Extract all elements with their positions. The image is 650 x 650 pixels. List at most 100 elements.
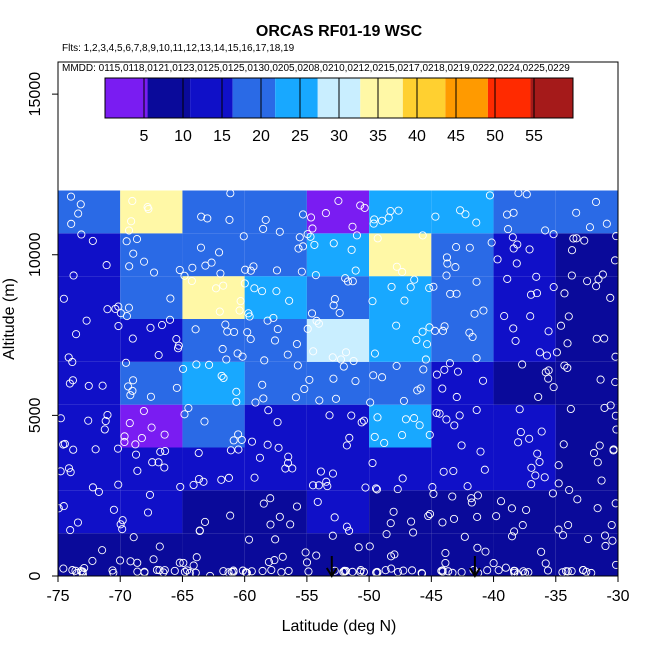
observation-point xyxy=(246,0,255,5)
observation-point xyxy=(349,356,358,366)
colorbar-tick-label: 50 xyxy=(486,128,504,145)
observation-point xyxy=(272,266,282,275)
observation-point xyxy=(560,361,569,370)
observation-point xyxy=(451,263,460,272)
observation-point xyxy=(494,566,503,575)
observation-point xyxy=(580,236,589,245)
observation-point xyxy=(297,0,306,5)
observation-point xyxy=(368,458,377,468)
observation-point xyxy=(73,518,82,527)
observation-point xyxy=(518,521,527,530)
heatmap-cell xyxy=(58,490,121,534)
observation-point xyxy=(465,243,474,252)
observation-point xyxy=(301,0,310,5)
observation-point xyxy=(226,511,235,520)
observation-point xyxy=(390,550,399,559)
observation-point xyxy=(425,284,434,293)
observation-point xyxy=(66,192,76,201)
y-tick-label: 0 xyxy=(27,571,44,580)
observation-point xyxy=(567,271,576,280)
observation-point xyxy=(76,200,85,209)
observation-point xyxy=(381,0,391,5)
observation-point xyxy=(195,526,204,536)
observation-point xyxy=(294,244,303,253)
heatmap-cell xyxy=(120,447,183,491)
observation-point xyxy=(611,499,620,508)
observation-point xyxy=(196,243,206,252)
observation-point xyxy=(525,434,534,443)
observation-point xyxy=(565,485,574,495)
observation-point xyxy=(591,0,600,5)
observation-point xyxy=(606,0,615,5)
heatmap-cell xyxy=(369,361,432,405)
colorbar-tick-label: 20 xyxy=(252,128,270,145)
observation-point xyxy=(387,564,396,573)
colorbar-segment xyxy=(487,78,531,118)
colorbar-segment xyxy=(445,78,488,118)
observation-point xyxy=(513,570,522,579)
y-axis: 0 5000 10000 15000 xyxy=(27,72,58,580)
heatmap-cell xyxy=(244,190,307,234)
observation-point xyxy=(153,0,162,5)
observation-point xyxy=(459,0,469,5)
observation-point xyxy=(179,364,188,373)
observation-point xyxy=(272,287,281,296)
observation-point xyxy=(232,387,241,396)
observation-point xyxy=(183,566,192,575)
observation-point xyxy=(278,552,287,561)
observation-point xyxy=(155,542,164,551)
observation-point xyxy=(544,374,553,383)
heatmap-cell xyxy=(306,447,370,491)
observation-point xyxy=(365,542,374,551)
observation-point xyxy=(456,206,465,215)
observation-point xyxy=(508,233,517,242)
observation-point xyxy=(554,461,563,470)
observation-point xyxy=(295,233,304,242)
observation-point xyxy=(241,265,250,274)
observation-point xyxy=(194,448,203,458)
observation-point xyxy=(156,447,165,456)
observation-point xyxy=(347,245,356,254)
observation-point xyxy=(409,528,418,537)
heatmap-cell xyxy=(431,276,494,319)
observation-point xyxy=(430,0,439,5)
heatmap-cell xyxy=(369,190,432,234)
observation-point xyxy=(74,209,83,218)
observation-point xyxy=(470,309,479,318)
y-tick-label: 10000 xyxy=(27,232,44,277)
observation-point xyxy=(246,335,255,344)
observation-point xyxy=(298,210,308,219)
observation-point xyxy=(519,0,528,5)
observation-point xyxy=(149,555,158,564)
observation-point xyxy=(273,418,282,427)
colorbar-segment xyxy=(360,78,403,118)
observation-point xyxy=(452,243,461,252)
observation-point xyxy=(180,567,189,576)
observation-point xyxy=(611,352,620,361)
colorbar-tick-label: 45 xyxy=(447,128,465,145)
observation-point xyxy=(461,210,470,219)
observation-point xyxy=(54,504,63,513)
observation-point xyxy=(609,446,618,455)
observation-point xyxy=(500,0,510,5)
observation-point xyxy=(302,558,312,567)
observation-point xyxy=(217,475,226,484)
observation-point xyxy=(192,0,201,5)
observation-point xyxy=(315,396,324,405)
flights-subtitle: Flts: 1,2,3,4,5,6,7,8,9,10,11,12,13,14,1… xyxy=(62,43,295,54)
heatmap-cell xyxy=(431,319,494,362)
heatmap-cell xyxy=(555,276,618,319)
heatmap-cell xyxy=(182,404,245,448)
observation-point xyxy=(573,495,582,504)
heatmap-cell xyxy=(369,276,432,319)
observation-point xyxy=(185,568,194,578)
observation-point xyxy=(425,509,435,519)
observation-point xyxy=(258,380,267,389)
observation-point xyxy=(445,359,454,368)
observation-point xyxy=(77,230,86,239)
observation-point xyxy=(540,473,549,482)
observation-point xyxy=(595,0,604,5)
observation-point xyxy=(261,215,270,224)
observation-point xyxy=(608,536,617,545)
observation-point xyxy=(476,447,485,456)
